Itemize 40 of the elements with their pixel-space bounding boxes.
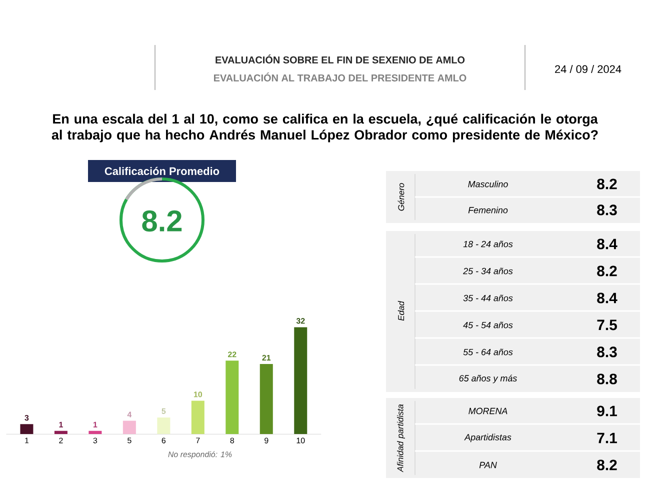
category-label: 25 - 34 años: [463, 268, 513, 274]
category-label: Apartidistas: [464, 434, 512, 442]
data-label: 8.4: [597, 238, 618, 250]
bar: [191, 400, 204, 434]
data-label: 8.3: [597, 204, 617, 216]
text: 24 / 09 / 2024: [555, 64, 622, 74]
category-label: PAN: [479, 462, 497, 468]
bar: [88, 430, 102, 434]
data-label: 8.2: [597, 460, 617, 470]
category-label: 45 - 54 años: [463, 322, 513, 328]
category-label: 18 - 24 años: [463, 240, 513, 248]
bar: [122, 420, 136, 434]
category-label: Masculino: [468, 180, 508, 188]
data-label: 9.1: [597, 406, 617, 416]
data-label: 7.1: [597, 432, 617, 444]
series-label: Edad: [398, 300, 404, 321]
bar: [20, 424, 34, 434]
text: En una escala del 1 al 10, como se califica en la escuela, ¿qué calificación le otorga al trabajo que ha hecho Andrés Manuel López Obrador como presidente de México?: [52, 114, 598, 142]
chart-subtitle: EVALUACIÓN AL TRABAJO DEL PRESIDENTE AMLO: [214, 72, 466, 82]
chart-title: EVALUACIÓN SOBRE EL FIN DE SEXENIO DE AMLO: [216, 54, 465, 64]
data-label: 8.3: [597, 346, 617, 358]
bar: [54, 430, 68, 434]
data-label: 8.8: [597, 374, 617, 384]
text: Calificación Promedio: [104, 166, 220, 176]
data-label: 7.5: [597, 320, 617, 330]
category-label: 55 - 64 años: [463, 348, 513, 356]
data-label: 8.2: [597, 266, 617, 276]
category-label: 35 - 44 años: [463, 294, 513, 302]
bar: [294, 327, 308, 434]
bar: [260, 364, 273, 434]
data-label: 8.4: [597, 292, 618, 304]
text: 8.2: [142, 210, 182, 232]
category-label: MORENA: [468, 408, 508, 414]
category-label: 65 años y más: [459, 374, 517, 384]
category-label: Femenino: [468, 206, 508, 214]
series-label: Género: [398, 183, 404, 211]
data-label: 8.2: [597, 178, 617, 190]
bar: [226, 360, 239, 434]
series-label: Afinidad partidista: [397, 404, 405, 472]
bar: [157, 417, 170, 434]
